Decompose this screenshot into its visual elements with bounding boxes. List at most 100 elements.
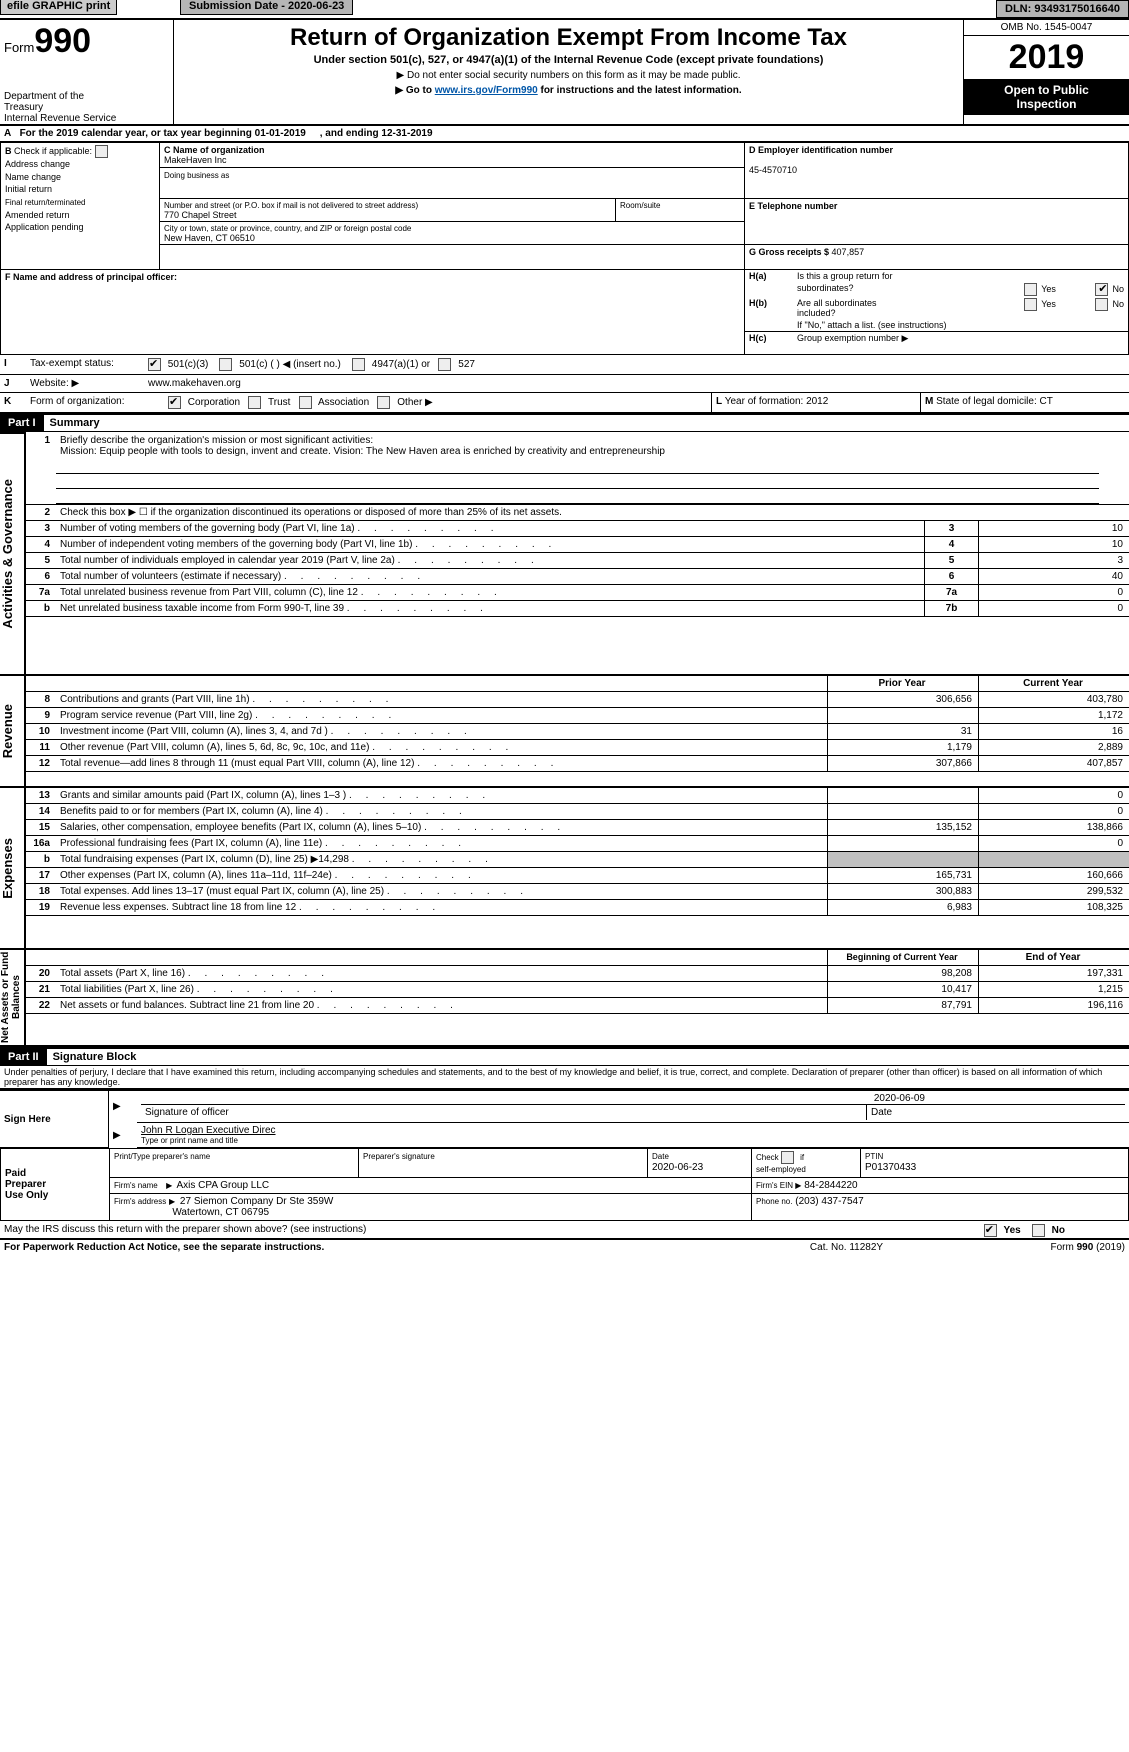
chk-amended: Amended return <box>5 210 70 220</box>
line-text: Contributions and grants (Part VIII, lin… <box>56 692 828 708</box>
line-text: Investment income (Part VIII, column (A)… <box>56 724 828 740</box>
chk-4947[interactable] <box>352 358 365 371</box>
current-year-value: 299,532 <box>979 884 1129 900</box>
ha-no-checkbox[interactable] <box>1095 283 1108 296</box>
current-year-value: 0 <box>979 804 1129 820</box>
line-num: 3 <box>26 521 56 537</box>
chk-501c[interactable] <box>219 358 232 371</box>
line-num: 17 <box>26 868 56 884</box>
mission-text: Mission: Equip people with tools to desi… <box>60 446 665 457</box>
topbar: efile GRAPHIC print Submission Date - 20… <box>0 0 1129 18</box>
chk-527[interactable] <box>438 358 451 371</box>
label-phone: E Telephone number <box>749 201 837 211</box>
form-header: Form990 Department of the Treasury Inter… <box>0 18 1129 126</box>
part-ii-header: Part IISignature Block <box>0 1047 1129 1066</box>
discuss-yes-checkbox[interactable] <box>984 1224 997 1237</box>
part-i-body: Activities & Governance 1 Briefly descri… <box>0 432 1129 1047</box>
ha-yes-checkbox[interactable] <box>1024 283 1037 296</box>
line-text: Number of voting members of the governin… <box>56 521 925 537</box>
chk-address-change: Address change <box>5 159 70 169</box>
current-year-value: 0 <box>979 788 1129 804</box>
line-value: 10 <box>979 537 1129 553</box>
line-num: 12 <box>26 756 56 772</box>
tax-year: 2019 <box>964 36 1129 79</box>
line-key: 7b <box>925 601 979 617</box>
dln-tag: DLN: 93493175016640 <box>996 0 1129 18</box>
line-text: Total liabilities (Part X, line 26) <box>56 982 828 998</box>
hb-no-checkbox[interactable] <box>1095 298 1108 311</box>
firm-name: Axis CPA Group LLC <box>177 1180 270 1191</box>
line-text: Other expenses (Part IX, column (A), lin… <box>56 868 828 884</box>
current-year-value: 1,215 <box>979 982 1129 998</box>
efile-tag: efile GRAPHIC print <box>0 0 117 15</box>
line-num: 10 <box>26 724 56 740</box>
firm-address: 27 Siemon Company Dr Ste 359W <box>180 1196 333 1207</box>
label-room: Room/suite <box>620 201 660 210</box>
chk-501c3[interactable] <box>148 358 161 371</box>
current-year-value: 2,889 <box>979 740 1129 756</box>
current-year-value: 403,780 <box>979 692 1129 708</box>
prior-year-value <box>828 708 979 724</box>
officer-name: John R Logan Executive Direc <box>141 1125 1125 1136</box>
prior-year-value: 31 <box>828 724 979 740</box>
line-key: 5 <box>925 553 979 569</box>
vtab-expenses: Expenses <box>0 838 15 899</box>
line-value: 10 <box>979 521 1129 537</box>
chk-other[interactable] <box>377 396 390 409</box>
current-year-value: 138,866 <box>979 820 1129 836</box>
checkbox[interactable] <box>95 145 108 158</box>
line-num: 16a <box>26 836 56 852</box>
current-year-value: 197,331 <box>979 966 1129 982</box>
prior-year-value: 307,866 <box>828 756 979 772</box>
chk-trust[interactable] <box>248 396 261 409</box>
form-link-row: ▶ Go to www.irs.gov/Form990 for instruct… <box>184 85 953 96</box>
line-text: Total assets (Part X, line 16) <box>56 966 828 982</box>
chk-self-employed[interactable] <box>781 1151 794 1164</box>
line2-text: Check this box ▶ ☐ if the organization d… <box>56 505 1129 521</box>
website: www.makehaven.org <box>148 378 241 389</box>
vtab-netassets: Net Assets or Fund Balances <box>0 950 22 1045</box>
hdr-end-year: End of Year <box>979 950 1129 966</box>
hb-yes-checkbox[interactable] <box>1024 298 1037 311</box>
part-i-header: Part ISummary <box>0 413 1129 432</box>
prior-year-value: 1,179 <box>828 740 979 756</box>
prior-year-value: 6,983 <box>828 900 979 916</box>
discuss-no-checkbox[interactable] <box>1032 1224 1045 1237</box>
page-footer: For Paperwork Reduction Act Notice, see … <box>0 1240 1129 1255</box>
sign-here-label: Sign Here <box>0 1090 109 1148</box>
current-year-value: 0 <box>979 836 1129 852</box>
prior-year-value <box>828 852 979 868</box>
open-to-public: Open to PublicInspection <box>964 79 1129 115</box>
hdr-prior-year: Prior Year <box>828 676 979 692</box>
mission-label: Briefly describe the organization's miss… <box>60 435 373 446</box>
prior-year-value: 135,152 <box>828 820 979 836</box>
form-subtitle: Under section 501(c), 527, or 4947(a)(1)… <box>184 54 953 66</box>
current-year-value: 196,116 <box>979 998 1129 1014</box>
chk-corp[interactable] <box>168 396 181 409</box>
label-officer: F Name and address of principal officer: <box>5 272 177 282</box>
city-state-zip: New Haven, CT 06510 <box>164 233 255 243</box>
label-city: City or town, state or province, country… <box>164 224 411 233</box>
line-text: Total expenses. Add lines 13–17 (must eq… <box>56 884 828 900</box>
hdr-begin-year: Beginning of Current Year <box>828 950 979 966</box>
irs-link[interactable]: www.irs.gov/Form990 <box>435 85 538 96</box>
ein-value: 45-4570710 <box>749 165 797 175</box>
line-num: 9 <box>26 708 56 724</box>
line-value: 0 <box>979 585 1129 601</box>
line-text: Net assets or fund balances. Subtract li… <box>56 998 828 1014</box>
line-text: Benefits paid to or for members (Part IX… <box>56 804 828 820</box>
line-num: 15 <box>26 820 56 836</box>
vtab-revenue: Revenue <box>0 704 15 758</box>
current-year-value: 407,857 <box>979 756 1129 772</box>
line-key: 3 <box>925 521 979 537</box>
sign-date: 2020-06-09 <box>141 1093 1125 1104</box>
paid-preparer-block: Paid Preparer Use Only Print/Type prepar… <box>0 1148 1129 1221</box>
prior-year-value <box>828 788 979 804</box>
line-num: 21 <box>26 982 56 998</box>
submission-tag: Submission Date - 2020-06-23 <box>180 0 353 15</box>
line-value: 0 <box>979 601 1129 617</box>
year-formation: 2012 <box>806 396 828 407</box>
row-a: A For the 2019 calendar year, or tax yea… <box>0 126 1129 142</box>
street-address: 770 Chapel Street <box>164 210 237 220</box>
chk-assoc[interactable] <box>299 396 312 409</box>
